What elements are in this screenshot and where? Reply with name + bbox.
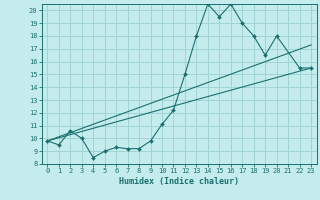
X-axis label: Humidex (Indice chaleur): Humidex (Indice chaleur) — [119, 177, 239, 186]
